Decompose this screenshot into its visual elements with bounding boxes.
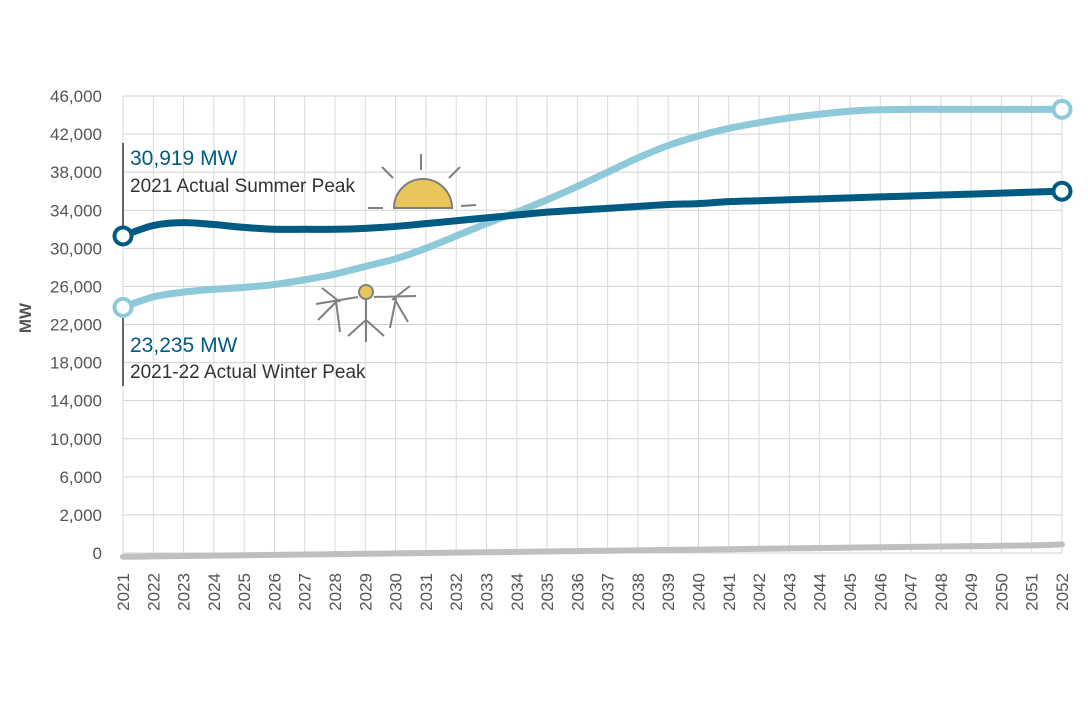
y-tick-label: 38,000 [50,163,102,182]
y-tick-label: 2,000 [59,506,102,525]
x-tick-label: 2036 [568,573,587,611]
sun-icon [368,154,477,209]
y-tick-label: 34,000 [50,201,102,220]
x-tick-label: 2022 [144,573,163,611]
winter-peak-label: 2021-22 Actual Winter Peak [130,362,366,383]
gridlines [122,95,1063,554]
summer-end-marker [1051,180,1073,202]
x-tick-label: 2026 [265,573,284,611]
winter-series-line [119,105,1066,311]
x-tick-label: 2035 [538,573,557,611]
y-tick-label: 6,000 [59,468,102,487]
x-tick-label: 2043 [780,573,799,611]
x-tick-label: 2024 [205,573,224,611]
x-tick-label: 2038 [629,573,648,611]
y-tick-label: 10,000 [50,430,102,449]
x-tick-label: 2030 [387,573,406,611]
x-tick-label: 2023 [175,573,194,611]
x-tick-label: 2031 [417,573,436,611]
x-tick-label: 2029 [356,573,375,611]
x-tick-label: 2052 [1053,573,1072,611]
x-tick-label: 2040 [690,573,709,611]
x-axis: 2021 2022 2023 2024 2025 2026 2027 2028 2029 2030… [114,573,1072,611]
y-tick-label: 26,000 [50,277,102,296]
x-tick-label: 2045 [841,573,860,611]
x-tick-label: 2047 [902,573,921,611]
y-tick-label: 14,000 [50,392,102,411]
summer-series-line [119,187,1066,240]
x-tick-label: 2025 [235,573,254,611]
x-tick-label: 2046 [871,573,890,611]
x-tick-label: 2037 [599,573,618,611]
x-tick-label: 2042 [750,573,769,611]
winter-peak-value: 23,235 MW [130,334,238,357]
x-tick-label: 2041 [720,573,739,611]
y-axis: 0 2,000 6,000 10,000 14,000 18,000 22,000 26,00… [50,87,102,563]
x-tick-label: 2033 [477,573,496,611]
x-tick-label: 2044 [811,573,830,611]
summer-peak-value: 30,919 MW [130,147,238,170]
baseline-series-line [120,541,1065,560]
y-tick-label: 22,000 [50,316,102,335]
y-axis-label: MW [16,302,35,333]
winter-start-marker [112,296,134,318]
series-lines [112,98,1073,560]
winter-end-marker [1051,98,1073,120]
x-tick-label: 2028 [326,573,345,611]
summer-peak-label: 2021 Actual Summer Peak [130,176,355,197]
y-tick-label: 30,000 [50,239,102,258]
x-tick-label: 2048 [932,573,951,611]
winter-annotation: 23,235 MW 2021-22 Actual Winter Peak [122,318,366,386]
x-tick-label: 2032 [447,573,466,611]
summer-annotation: 30,919 MW 2021 Actual Summer Peak [122,143,355,227]
x-tick-label: 2049 [962,573,981,611]
snowflake-icon [315,284,417,342]
y-tick-label: 0 [93,544,102,563]
x-tick-label: 2021 [114,573,133,611]
y-tick-label: 42,000 [50,125,102,144]
y-tick-label: 46,000 [50,87,102,106]
x-tick-label: 2034 [508,573,527,611]
x-tick-label: 2051 [1023,573,1042,611]
x-tick-label: 2039 [659,573,678,611]
x-tick-label: 2050 [992,573,1011,611]
y-tick-label: 18,000 [50,354,102,373]
x-tick-label: 2027 [296,573,315,611]
summer-start-marker [112,225,134,247]
